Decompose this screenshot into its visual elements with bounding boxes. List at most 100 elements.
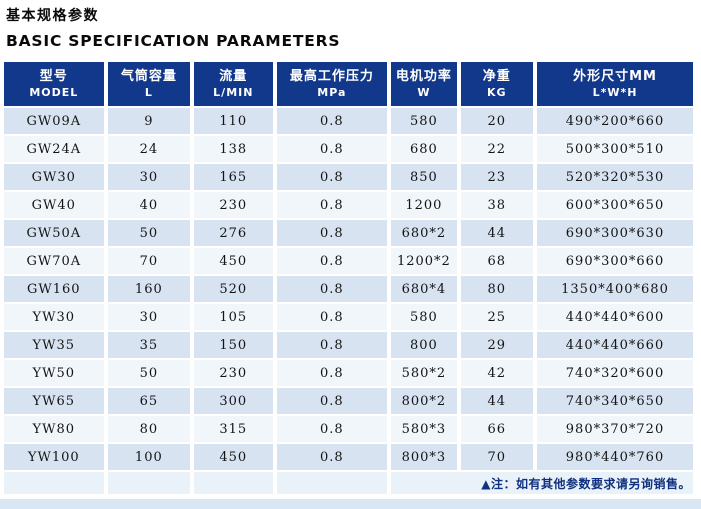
value-cell: 30 (107, 164, 191, 190)
value-cell: 490*200*660 (537, 108, 693, 134)
table-row: YW65 65 300 0.8 800*2 44 740*340*650 (4, 388, 693, 414)
column-header-4: 最高工作压力 MPa (276, 62, 388, 106)
value-cell: 80 (107, 416, 191, 442)
value-cell: 0.8 (276, 248, 388, 274)
value-cell: 44 (460, 388, 534, 414)
footer-row: ▲注：如有其他参数要求请另询销售。 (4, 472, 693, 494)
spec-table: 型号 MODEL 气筒容量 L 流量 L/MIN 最高工作压力 MPa 电机功率 W 净重 KG 外形尺… (0, 60, 697, 496)
column-header-zh: 净重 (482, 68, 511, 84)
model-cell: YW100 (4, 444, 104, 470)
page-title-chinese: 基本规格参数 (6, 8, 99, 24)
column-header-3: 流量 L/MIN (194, 62, 273, 106)
value-cell: 740*320*600 (537, 360, 693, 386)
value-cell: 138 (194, 136, 273, 162)
column-header-zh: 型号 (39, 68, 68, 84)
footer-empty-cell (194, 472, 273, 494)
value-cell: 580*2 (391, 360, 457, 386)
value-cell: 1200 (391, 192, 457, 218)
value-cell: 980*370*720 (537, 416, 693, 442)
column-header-zh: 最高工作压力 (289, 68, 374, 84)
model-cell: GW24A (4, 136, 104, 162)
value-cell: 450 (194, 444, 273, 470)
value-cell: 50 (107, 360, 191, 386)
value-cell: 42 (460, 360, 534, 386)
footer-empty-cell (276, 472, 388, 494)
value-cell: 580*3 (391, 416, 457, 442)
table-row: YW35 35 150 0.8 800 29 440*440*660 (4, 332, 693, 358)
value-cell: 0.8 (276, 108, 388, 134)
value-cell: 600*300*650 (537, 192, 693, 218)
value-cell: 65 (107, 388, 191, 414)
table-row: GW40 40 230 0.8 1200 38 600*300*650 (4, 192, 693, 218)
model-cell: GW09A (4, 108, 104, 134)
table-row: GW24A 24 138 0.8 680 22 500*300*510 (4, 136, 693, 162)
value-cell: 230 (194, 360, 273, 386)
value-cell: 450 (194, 248, 273, 274)
spec-table-body: GW09A 9 110 0.8 580 20 490*200*660 GW24A 24 138 0.… (4, 108, 693, 470)
value-cell: 0.8 (276, 136, 388, 162)
value-cell: 150 (194, 332, 273, 358)
value-cell: 100 (107, 444, 191, 470)
value-cell: 23 (460, 164, 534, 190)
value-cell: 520*320*530 (537, 164, 693, 190)
value-cell: 1350*400*680 (537, 276, 693, 302)
header-row: 型号 MODEL 气筒容量 L 流量 L/MIN 最高工作压力 MPa 电机功率 W 净重 KG 外形尺… (4, 62, 693, 106)
value-cell: 800 (391, 332, 457, 358)
value-cell: 0.8 (276, 416, 388, 442)
value-cell: 20 (460, 108, 534, 134)
title-block: 基本规格参数 BASIC SPECIFICATION PARAMETERS (0, 0, 701, 51)
value-cell: 0.8 (276, 164, 388, 190)
value-cell: 680*2 (391, 220, 457, 246)
value-cell: 276 (194, 220, 273, 246)
value-cell: 680*4 (391, 276, 457, 302)
table-row: GW70A 70 450 0.8 1200*2 68 690*300*660 (4, 248, 693, 274)
model-cell: YW65 (4, 388, 104, 414)
model-cell: GW70A (4, 248, 104, 274)
value-cell: 690*300*630 (537, 220, 693, 246)
value-cell: 0.8 (276, 360, 388, 386)
value-cell: 25 (460, 304, 534, 330)
value-cell: 70 (460, 444, 534, 470)
value-cell: 0.8 (276, 444, 388, 470)
model-cell: YW30 (4, 304, 104, 330)
value-cell: 230 (194, 192, 273, 218)
value-cell: 520 (194, 276, 273, 302)
value-cell: 66 (460, 416, 534, 442)
value-cell: 110 (194, 108, 273, 134)
value-cell: 0.8 (276, 388, 388, 414)
value-cell: 24 (107, 136, 191, 162)
column-header-en: L (144, 85, 153, 99)
model-cell: GW50A (4, 220, 104, 246)
value-cell: 35 (107, 332, 191, 358)
value-cell: 50 (107, 220, 191, 246)
table-row: GW30 30 165 0.8 850 23 520*320*530 (4, 164, 693, 190)
value-cell: 440*440*600 (537, 304, 693, 330)
value-cell: 580 (391, 304, 457, 330)
value-cell: 800*2 (391, 388, 457, 414)
value-cell: 160 (107, 276, 191, 302)
value-cell: 0.8 (276, 220, 388, 246)
value-cell: 500*300*510 (537, 136, 693, 162)
value-cell: 1200*2 (391, 248, 457, 274)
table-row: GW09A 9 110 0.8 580 20 490*200*660 (4, 108, 693, 134)
value-cell: 690*300*660 (537, 248, 693, 274)
bottom-band (0, 499, 701, 509)
column-header-2: 气筒容量 L (107, 62, 191, 106)
value-cell: 300 (194, 388, 273, 414)
table-row: YW100 100 450 0.8 800*3 70 980*440*760 (4, 444, 693, 470)
value-cell: 980*440*760 (537, 444, 693, 470)
model-cell: YW50 (4, 360, 104, 386)
column-header-1: 型号 MODEL (4, 62, 104, 106)
spec-table-header: 型号 MODEL 气筒容量 L 流量 L/MIN 最高工作压力 MPa 电机功率 W 净重 KG 外形尺… (4, 62, 693, 106)
value-cell: 22 (460, 136, 534, 162)
column-header-7: 外形尺寸MM L*W*H (537, 62, 693, 106)
table-row: GW50A 50 276 0.8 680*2 44 690*300*630 (4, 220, 693, 246)
value-cell: 740*340*650 (537, 388, 693, 414)
value-cell: 580 (391, 108, 457, 134)
value-cell: 40 (107, 192, 191, 218)
value-cell: 850 (391, 164, 457, 190)
column-header-5: 电机功率 W (391, 62, 457, 106)
column-header-en: L*W*H (592, 85, 638, 99)
value-cell: 440*440*660 (537, 332, 693, 358)
table-row: YW80 80 315 0.8 580*3 66 980*370*720 (4, 416, 693, 442)
